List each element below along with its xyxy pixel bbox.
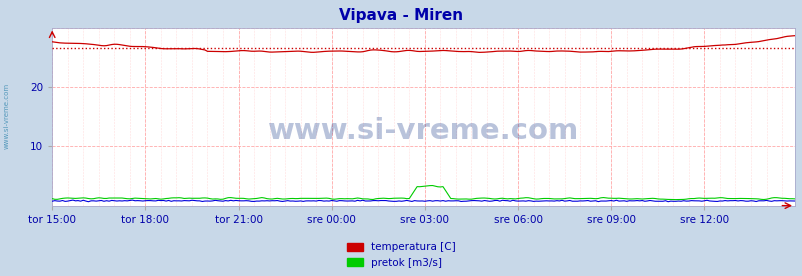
Legend: temperatura [C], pretok [m3/s]: temperatura [C], pretok [m3/s]	[343, 239, 459, 271]
Text: www.si-vreme.com: www.si-vreme.com	[268, 117, 578, 145]
Text: www.si-vreme.com: www.si-vreme.com	[3, 83, 9, 149]
Text: Vipava - Miren: Vipava - Miren	[339, 8, 463, 23]
